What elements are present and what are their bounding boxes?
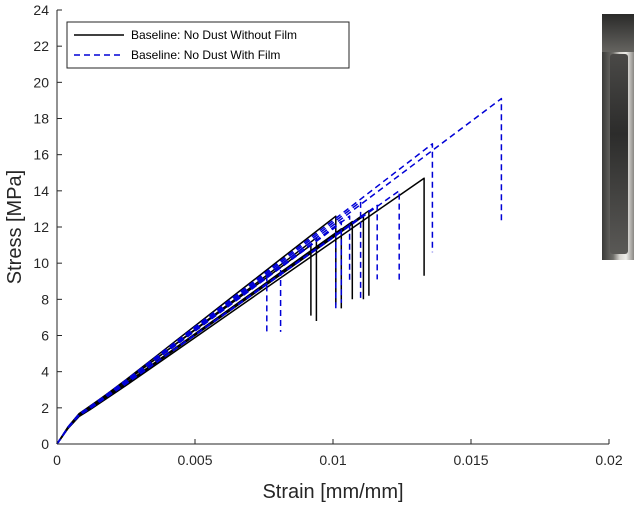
series-1-curve-8 [56, 177, 425, 445]
y-tick-label: 16 [33, 147, 49, 163]
series-2-curve-5 [56, 215, 351, 445]
series-2-curve-10 [56, 97, 503, 445]
y-axis-label: Stress [MPa] [4, 170, 26, 284]
y-tick-label: 22 [33, 38, 49, 54]
x-tick-label: 0.015 [453, 452, 488, 468]
plot-lines [56, 97, 503, 445]
x-tick-label: 0 [53, 452, 61, 468]
y-tick-label: 12 [33, 219, 49, 235]
y-tick-label: 18 [33, 111, 49, 127]
series-2-curve-8 [56, 190, 400, 445]
y-tick-label: 6 [41, 328, 49, 344]
specimen-photo [602, 14, 634, 260]
series-2-curve-3 [56, 226, 337, 445]
legend: Baseline: No Dust Without Film Baseline:… [66, 21, 350, 69]
grip-clamp [602, 14, 634, 52]
y-tick-label: 20 [33, 74, 49, 90]
x-ticks: 0 0.005 0.01 0.015 0.02 [53, 439, 623, 468]
series-2-curve-7 [56, 204, 378, 445]
x-tick-label: 0.005 [177, 452, 212, 468]
x-tick-label: 0.02 [595, 452, 622, 468]
x-axis-label: Strain [mm/mm] [262, 481, 403, 503]
y-tick-label: 2 [41, 400, 49, 416]
y-tick-label: 10 [33, 255, 49, 271]
x-tick-label: 0.01 [319, 452, 346, 468]
legend-entry-with-film: Baseline: No Dust With Film [131, 48, 280, 62]
legend-box [66, 21, 350, 69]
y-tick-label: 0 [41, 436, 49, 452]
y-tick-label: 8 [41, 291, 49, 307]
series-1-curve-6 [56, 215, 365, 445]
y-tick-label: 4 [41, 364, 49, 380]
y-tick-label: 24 [33, 2, 49, 18]
series-2-curve-9 [56, 143, 434, 445]
specimen-image [610, 54, 628, 254]
y-tick-label: 14 [33, 183, 49, 199]
legend-entry-without-film: Baseline: No Dust Without Film [131, 28, 297, 42]
